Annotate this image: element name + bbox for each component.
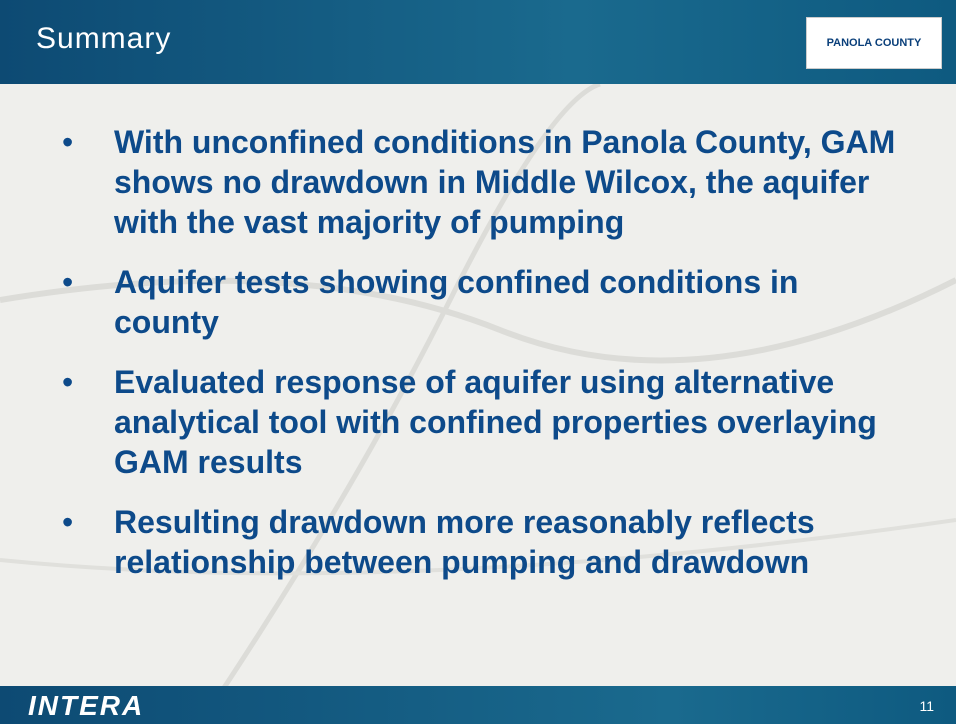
footer: INTERA 11 — [0, 686, 956, 724]
footer-logo: INTERA — [28, 690, 145, 721]
bullet: Resulting drawdown more reasonably refle… — [62, 502, 908, 582]
page-number: 11 — [919, 698, 934, 714]
bullet-list: With unconfined conditions in Panola Cou… — [62, 122, 908, 602]
bullet: Aquifer tests showing confined condition… — [62, 262, 908, 342]
title: Summary — [36, 22, 172, 55]
logo: PANOLA COUNTY — [806, 17, 942, 69]
header: Summary PANOLA COUNTY — [0, 0, 956, 84]
bullet: With unconfined conditions in Panola Cou… — [62, 122, 908, 242]
bullet: Evaluated response of aquifer using alte… — [62, 362, 908, 482]
